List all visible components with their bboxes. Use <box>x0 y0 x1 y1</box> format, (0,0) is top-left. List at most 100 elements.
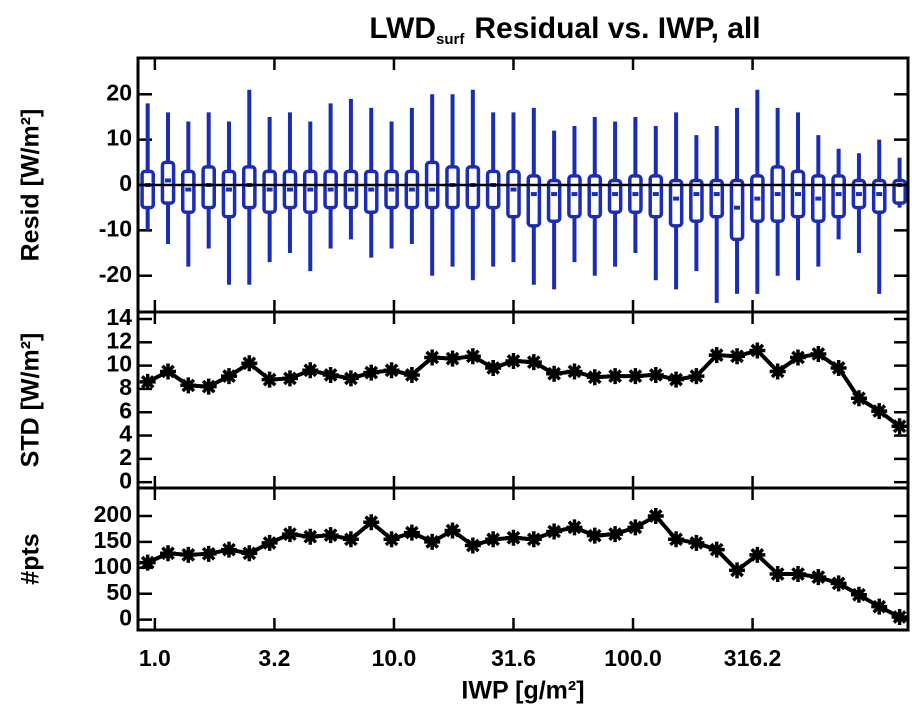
marker <box>708 347 725 364</box>
y-tick-label: 50 <box>106 579 132 605</box>
box <box>445 165 460 210</box>
box <box>140 169 155 210</box>
box <box>302 169 318 214</box>
marker <box>586 527 603 544</box>
marker <box>769 566 786 583</box>
y-tick-label: 10 <box>106 125 132 151</box>
box <box>689 178 704 224</box>
marker <box>586 369 603 386</box>
box <box>567 174 582 219</box>
y-axis-label: Resid [W/m²] <box>17 109 45 262</box>
box <box>465 165 481 210</box>
x-tick-label: 31.6 <box>491 645 536 671</box>
x-tick-label: 316.2 <box>724 645 782 671</box>
marker <box>850 390 867 407</box>
y-axis-label: #pts <box>17 533 45 584</box>
marker <box>749 342 766 359</box>
y-tick-label: 6 <box>119 397 132 423</box>
marker <box>261 534 278 551</box>
y-tick-label: 200 <box>94 501 132 527</box>
marker <box>729 562 746 579</box>
marker <box>424 533 441 550</box>
marker <box>668 371 685 388</box>
marker <box>627 519 644 536</box>
marker <box>241 545 258 562</box>
marker <box>342 531 359 548</box>
y-tick-label: -10 <box>99 215 132 241</box>
title-main: LWD <box>369 12 436 45</box>
marker <box>891 609 908 626</box>
x-tick-label: 10.0 <box>372 645 417 671</box>
box <box>729 178 745 242</box>
box <box>201 165 217 210</box>
y-tick-label: 0 <box>119 605 132 631</box>
marker <box>139 554 156 571</box>
marker <box>891 418 908 435</box>
marker <box>789 566 806 583</box>
box <box>221 169 237 219</box>
marker <box>241 355 258 372</box>
data-line <box>146 513 901 619</box>
marker <box>607 368 624 385</box>
marker <box>627 368 644 385</box>
marker <box>647 366 664 383</box>
box <box>648 174 664 219</box>
y-tick-label: 4 <box>119 421 132 447</box>
y-tick-label: -20 <box>99 261 132 287</box>
marker <box>444 350 461 367</box>
marker <box>139 373 156 390</box>
y-tick-label: 10 <box>106 351 132 377</box>
box <box>668 178 684 228</box>
marker <box>789 349 806 366</box>
marker <box>505 529 522 546</box>
x-axis-label: IWP [g/m²] <box>461 677 584 705</box>
marker <box>200 378 217 395</box>
marker <box>769 363 786 380</box>
marker <box>525 354 542 371</box>
y-tick-label: 14 <box>106 304 132 330</box>
marker <box>322 527 339 544</box>
marker <box>160 363 177 380</box>
marker <box>688 534 705 551</box>
y-tick-label: 0 <box>119 467 132 493</box>
marker <box>729 348 746 365</box>
box <box>506 169 521 219</box>
marker <box>180 377 197 394</box>
marker <box>546 365 563 382</box>
marker <box>403 524 420 541</box>
box <box>607 178 623 214</box>
marker <box>668 531 685 548</box>
marker <box>485 531 502 548</box>
marker <box>363 364 380 381</box>
plot-frame <box>136 486 910 632</box>
box <box>485 169 501 210</box>
marker <box>830 575 847 592</box>
chart-title: LWDsurf Residual vs. IWP, all <box>369 12 760 48</box>
box <box>160 160 176 205</box>
title-subscript: surf <box>436 31 465 48</box>
marker <box>281 526 298 543</box>
marker <box>302 528 319 545</box>
y-tick-label: 20 <box>106 79 132 105</box>
marker <box>850 586 867 603</box>
marker <box>485 359 502 376</box>
marker <box>383 362 400 379</box>
box <box>871 178 887 214</box>
box <box>546 178 562 224</box>
marker <box>180 546 197 563</box>
box <box>262 169 277 214</box>
marker <box>383 531 400 548</box>
y-tick-label: 2 <box>119 444 132 470</box>
marker <box>261 371 278 388</box>
marker <box>566 519 583 536</box>
y-tick-label: 8 <box>119 374 132 400</box>
y-tick-label: 150 <box>94 527 132 553</box>
marker <box>810 345 827 362</box>
marker <box>871 598 888 615</box>
plot-frame <box>136 310 910 490</box>
marker <box>566 363 583 380</box>
marker <box>607 526 624 543</box>
box <box>526 174 542 228</box>
